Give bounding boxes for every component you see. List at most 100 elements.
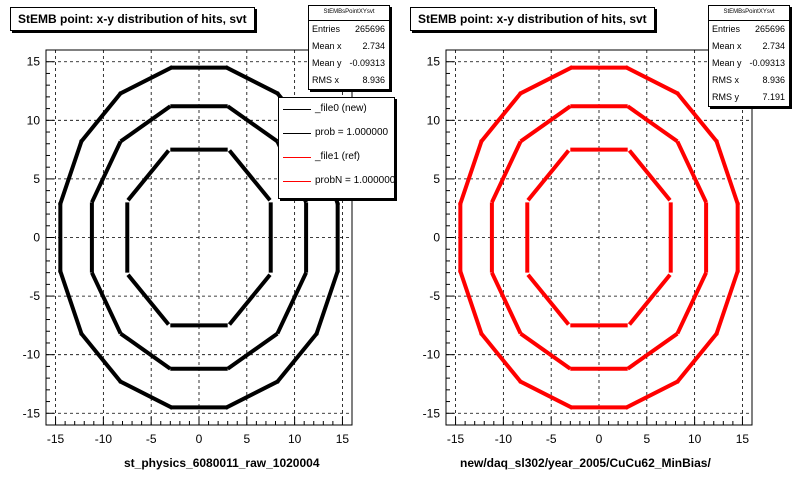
y-tick-label: 10 xyxy=(27,113,41,127)
x-tick-label: 5 xyxy=(243,432,250,446)
y-tick-label: 0 xyxy=(33,231,40,245)
ladder-layer-3 xyxy=(314,269,340,336)
ladder-layer-1 xyxy=(526,149,571,202)
ladder-layer-3 xyxy=(518,65,574,96)
ladder-layer-2 xyxy=(626,331,679,371)
ladder-layer-2 xyxy=(226,104,279,144)
legend-entry-prob: prob = 1.000000 xyxy=(279,127,394,141)
ladder-layer-3 xyxy=(224,379,280,410)
ladder-layer-2 xyxy=(490,140,523,204)
legend-label: _file1 (ref) xyxy=(315,151,361,162)
ladder-layer-3 xyxy=(79,91,123,144)
plot-title: StEMB point: x-y distribution of hits, s… xyxy=(10,7,255,31)
x-tick-label: 5 xyxy=(643,432,650,446)
x-tick-label: 15 xyxy=(736,432,750,446)
y-tick-label: 15 xyxy=(427,55,441,69)
stats-row-entries: Entries 265696 xyxy=(712,24,785,34)
stats-row-mean-y: Mean y -0.09313 xyxy=(712,58,785,68)
x-tick-label: -5 xyxy=(546,432,557,446)
y-tick-label: -15 xyxy=(23,406,41,420)
legend-line xyxy=(283,109,311,110)
ladder-layer-1 xyxy=(227,273,272,326)
ladder-layer-2 xyxy=(90,271,123,335)
stats-row-rms-x: RMS x 8.936 xyxy=(712,75,785,85)
ladder-layer-3 xyxy=(118,65,174,96)
x-axis-label: new/daq_sl302/year_2005/CuCu62_MinBias/ xyxy=(460,456,711,470)
ladder-layer-3 xyxy=(79,331,123,384)
ladder-layer-3 xyxy=(58,139,84,206)
ladder-layer-2 xyxy=(119,104,172,144)
ladder-layer-1 xyxy=(126,273,171,326)
stats-name: StEMBsPointXYsvt xyxy=(709,6,789,21)
y-tick-label: 0 xyxy=(433,231,440,245)
stats-row-rms-x: RMS x 8.936 xyxy=(312,75,385,85)
ladder-layer-2 xyxy=(626,104,679,144)
legend-entry-file1: _file1 (ref) xyxy=(279,151,394,165)
y-tick-label: -5 xyxy=(29,289,40,303)
ladder-layer-3 xyxy=(458,269,484,336)
x-tick-label: 15 xyxy=(336,432,350,446)
ladder-layer-2 xyxy=(490,271,523,335)
right-plot-canvas: -15 -10 -5 0 5 10 15 -15 -10 -5 0 5 10 15 xyxy=(423,49,753,446)
x-tick-label: 0 xyxy=(196,432,203,446)
x-tick-label: -10 xyxy=(495,432,513,446)
ladder-layer-2 xyxy=(90,140,123,204)
legend-entry-probn: probN = 1.000000 xyxy=(279,175,394,189)
stats-row-mean-x: Mean x 2.734 xyxy=(312,41,385,51)
ladder-layer-3 xyxy=(224,65,280,96)
y-tick-label: 5 xyxy=(433,172,440,186)
x-tick-label: 0 xyxy=(596,432,603,446)
plot-title: StEMB point: x-y distribution of hits, s… xyxy=(410,7,655,31)
y-tick-label: -10 xyxy=(423,348,441,362)
x-tick-label: 10 xyxy=(688,432,702,446)
y-tick-label: -15 xyxy=(423,406,441,420)
legend-line xyxy=(283,133,311,134)
legend-label: probN = 1.000000 xyxy=(315,175,395,186)
ladder-layer-1 xyxy=(227,149,272,202)
stats-box: StEMBsPointXYsvt Entries 265696 Mean x 2… xyxy=(708,5,790,107)
ladder-layer-3 xyxy=(714,269,740,336)
ladder-layer-2 xyxy=(275,271,308,335)
ladder-layer-2 xyxy=(675,271,708,335)
legend-label: prob = 1.000000 xyxy=(315,127,389,138)
y-tick-label: 5 xyxy=(33,172,40,186)
legend-entry-file0: _file0 (new) xyxy=(279,103,394,117)
stats-row-rms-y: RMS y 7.191 xyxy=(712,92,785,102)
ladder-layer-3 xyxy=(118,379,174,410)
stats-row-entries: Entries 265696 xyxy=(312,24,385,34)
ladder-layer-2 xyxy=(675,140,708,204)
y-tick-label: -5 xyxy=(429,289,440,303)
left-plot-panel: -15 -10 -5 0 5 10 15 -15 -10 -5 0 5 10 15 StEMB point… xyxy=(10,5,395,470)
ladder-layer-1 xyxy=(627,149,672,202)
x-tick-label: 10 xyxy=(288,432,302,446)
y-tick-label: 10 xyxy=(427,113,441,127)
ladder-layer-3 xyxy=(479,331,523,384)
legend-line xyxy=(283,157,311,158)
right-plot-panel: -15 -10 -5 0 5 10 15 -15 -10 -5 0 5 10 15 StEMB point… xyxy=(400,0,800,480)
ladder-layer-3 xyxy=(479,91,523,144)
ladder-layer-3 xyxy=(518,379,574,410)
stats-row-mean-x: Mean x 2.734 xyxy=(712,41,785,51)
stats-box: StEMBsPointXYsvt Entries 265696 Mean x 2… xyxy=(308,5,390,90)
ladder-layer-3 xyxy=(714,139,740,206)
ladder-layer-1 xyxy=(526,273,571,326)
ladder-layer-3 xyxy=(458,139,484,206)
x-tick-label: -15 xyxy=(447,432,465,446)
y-tick-label: 15 xyxy=(27,55,41,69)
ladder-layer-3 xyxy=(58,269,84,336)
ladder-layer-2 xyxy=(119,331,172,371)
ladder-layer-3 xyxy=(275,331,319,384)
legend-box: _file0 (new) prob = 1.000000 _file1 (ref… xyxy=(278,97,395,199)
y-tick-label: -10 xyxy=(23,348,41,362)
x-tick-label: -10 xyxy=(95,432,113,446)
ladder-layer-2 xyxy=(519,104,572,144)
ladder-layer-2 xyxy=(519,331,572,371)
ladder-layer-3 xyxy=(624,379,680,410)
x-tick-label: -5 xyxy=(146,432,157,446)
ladder-layer-2 xyxy=(226,331,279,371)
ladder-layer-3 xyxy=(675,91,719,144)
ladder-layer-1 xyxy=(126,149,171,202)
x-tick-label: -15 xyxy=(47,432,65,446)
ladder-layer-1 xyxy=(627,273,672,326)
legend-label: _file0 (new) xyxy=(315,103,367,114)
